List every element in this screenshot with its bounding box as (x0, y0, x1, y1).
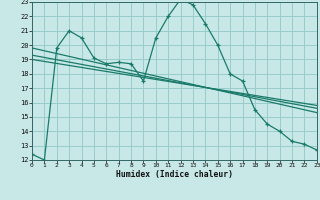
X-axis label: Humidex (Indice chaleur): Humidex (Indice chaleur) (116, 170, 233, 179)
